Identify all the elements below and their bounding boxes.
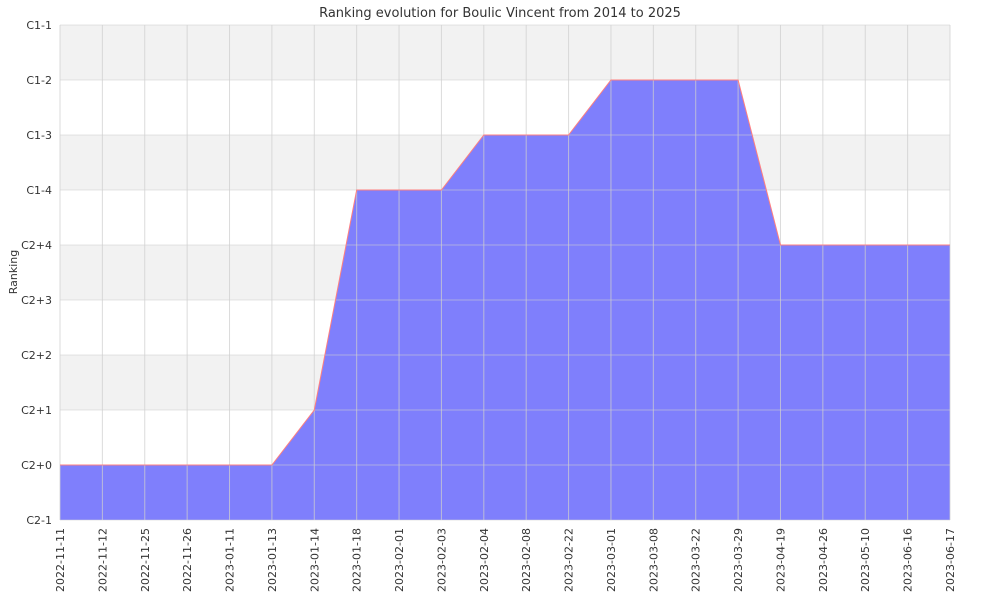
chart-title: Ranking evolution for Boulic Vincent fro… — [319, 6, 681, 21]
y-axis-label: Ranking — [7, 250, 20, 295]
y-tick-label: C2+4 — [21, 239, 52, 252]
y-tick-label: C1-1 — [26, 19, 52, 32]
x-tick-label: 2023-02-22 — [563, 528, 576, 592]
x-tick-label: 2022-11-25 — [139, 528, 152, 592]
x-tick-label: 2023-03-29 — [732, 528, 745, 592]
x-tick-label: 2023-02-01 — [393, 528, 406, 592]
y-tick-label: C2+0 — [21, 459, 52, 472]
y-tick-label: C2-1 — [26, 514, 52, 527]
x-tick-label: 2023-06-16 — [902, 528, 915, 592]
x-tick-label: 2023-04-19 — [774, 528, 787, 592]
ranking-line — [60, 79, 950, 466]
x-tick-label: 2023-04-26 — [817, 528, 830, 592]
grid-band — [60, 25, 950, 80]
x-tick-label: 2023-03-08 — [647, 528, 660, 592]
x-tick-label: 2023-01-18 — [351, 528, 364, 592]
x-tick-label: 2022-11-11 — [54, 528, 67, 592]
x-tick-label: 2023-01-13 — [266, 528, 279, 592]
x-tick-label: 2023-02-03 — [435, 528, 448, 592]
x-axis-ticks: 2022-11-11 2022-11-12 2022-11-25 2022-11-26… — [54, 528, 957, 592]
x-tick-label: 2023-05-10 — [859, 528, 872, 592]
line-layer — [60, 79, 950, 466]
x-tick-label: 2022-11-26 — [181, 528, 194, 592]
x-tick-label: 2023-01-14 — [308, 528, 321, 592]
y-tick-label: C2+3 — [21, 294, 52, 307]
y-tick-label: C1-3 — [26, 129, 52, 142]
x-tick-label: 2023-06-17 — [944, 528, 957, 592]
x-tick-label: 2023-03-01 — [605, 528, 618, 592]
y-tick-label: C2+2 — [21, 349, 52, 362]
y-axis-ticks: C2-1 C2+0 C2+1 C2+2 C2+3 C2+4 C1-4 C1-3 C1-2 C1-1 — [21, 19, 52, 527]
x-tick-label: 2023-02-08 — [520, 528, 533, 592]
y-tick-label: C1-4 — [26, 184, 52, 197]
x-tick-label: 2023-02-04 — [478, 528, 491, 592]
x-tick-label: 2023-01-11 — [224, 528, 237, 592]
x-tick-label: 2023-03-22 — [690, 528, 703, 592]
y-tick-label: C1-2 — [26, 74, 52, 87]
x-tick-label: 2022-11-12 — [96, 528, 109, 592]
y-tick-label: C2+1 — [21, 404, 52, 417]
